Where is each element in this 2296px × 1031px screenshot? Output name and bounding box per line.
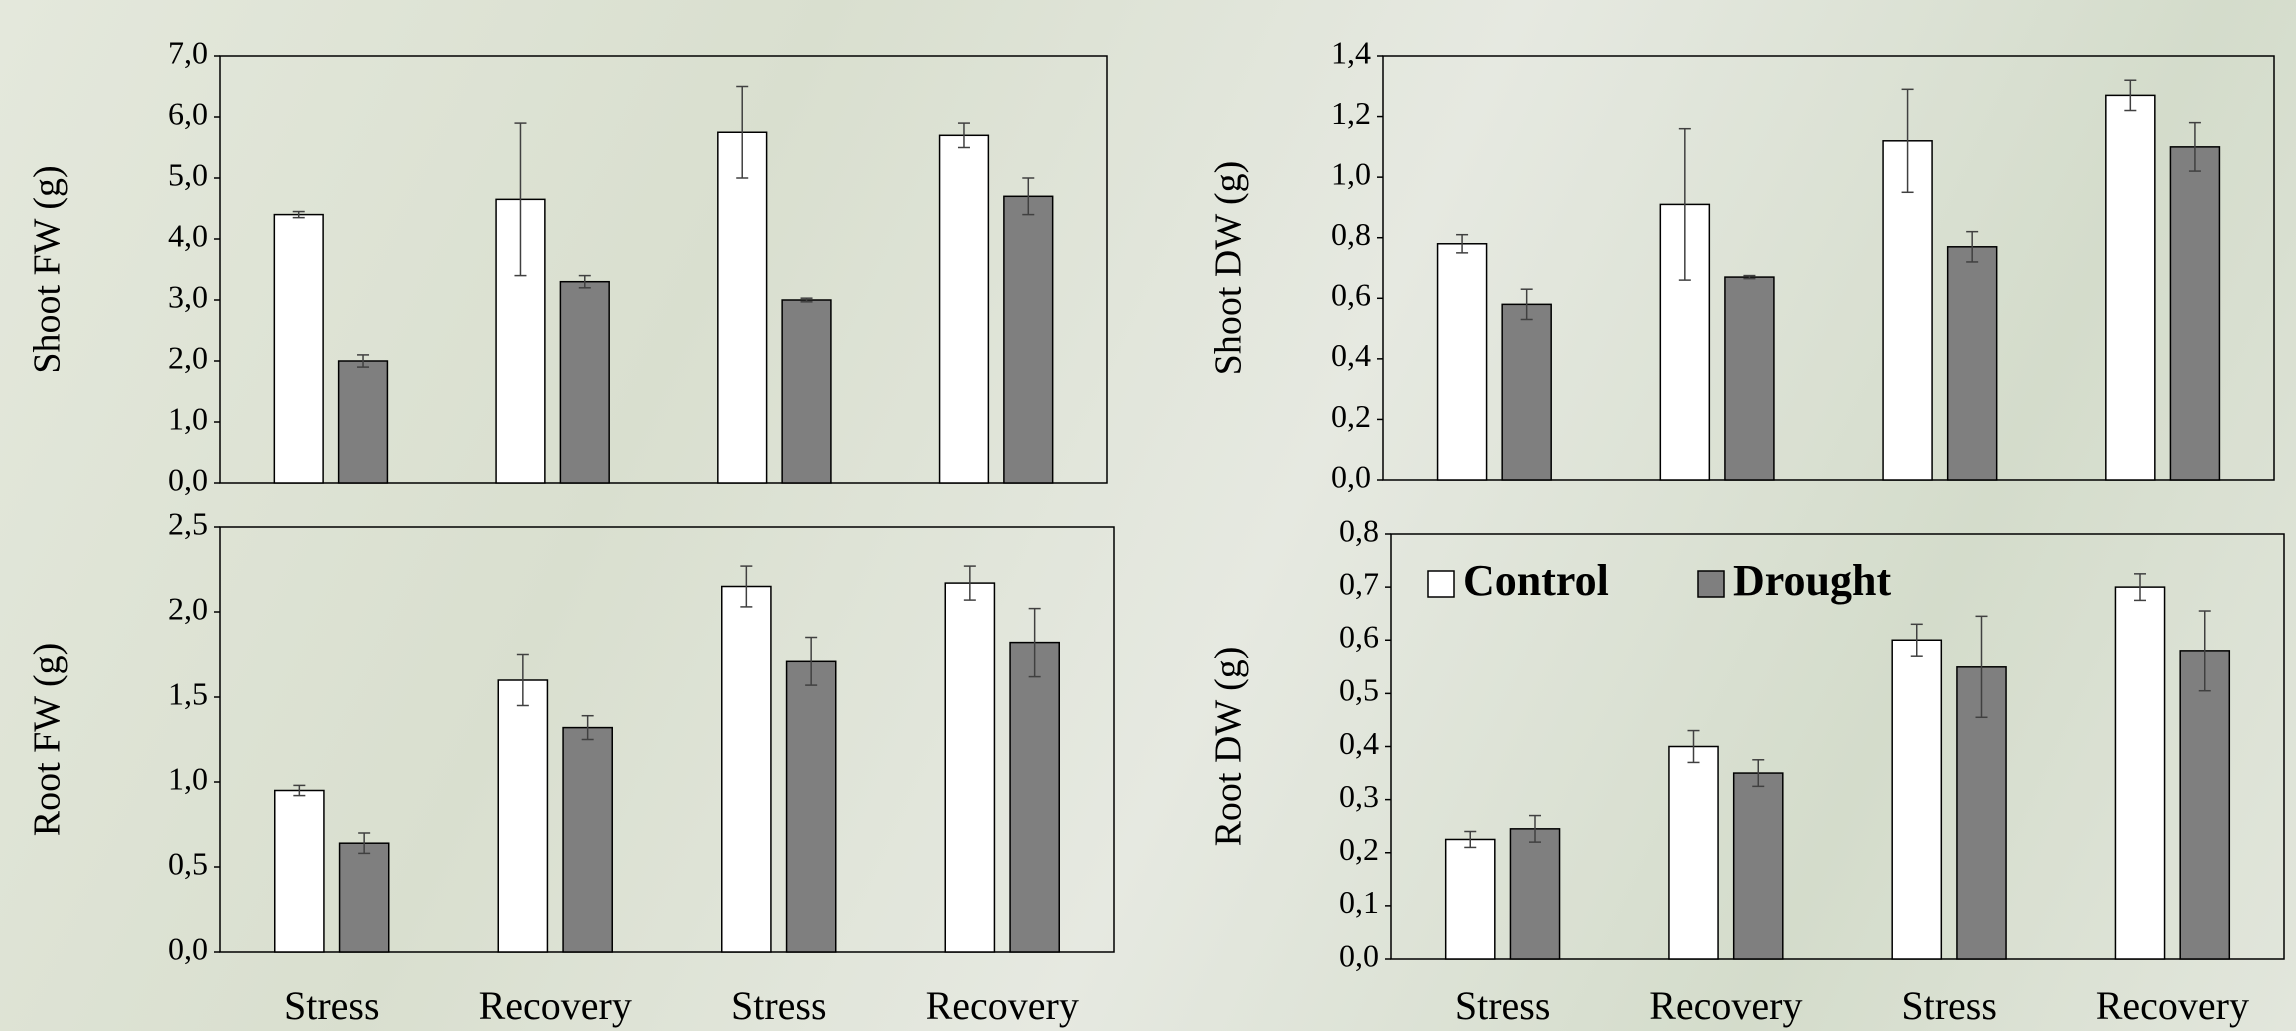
bar [560,282,609,483]
y-tick-label: 1,0 [1331,155,1371,191]
y-tick-label: 0,1 [1339,884,1379,920]
y-tick-label: 7,0 [168,34,208,70]
bar [1948,247,1997,480]
y-tick-label: 0,2 [1331,398,1371,434]
bar [782,300,831,483]
bar [339,361,388,483]
x-tick-label: Stress [284,983,380,1028]
y-tick-label: 1,0 [168,400,208,436]
bar [498,680,547,952]
y-tick-label: 6,0 [168,95,208,131]
bar [2180,651,2229,959]
y-tick-label: 0,0 [1331,458,1371,494]
bar [940,135,989,483]
x-tick-label: Recovery [926,983,1079,1028]
y-tick-label: 5,0 [168,156,208,192]
bar [1510,829,1559,959]
y-tick-label: 0,8 [1339,512,1379,548]
legend-label: Control [1463,556,1609,605]
y-tick-label: 3,0 [168,278,208,314]
y-tick-label: 0,5 [1339,672,1379,708]
x-tick-label: Stress [1901,983,1997,1028]
x-tick-label: Stress [1455,983,1551,1028]
bar [340,843,389,952]
legend-swatch [1428,571,1454,597]
x-tick-label: Recovery [2096,983,2249,1028]
y-tick-label: 0,0 [1339,937,1379,973]
bar [1010,643,1059,952]
y-tick-label: 2,0 [168,339,208,375]
y-tick-label: 0,3 [1339,778,1379,814]
x-tick-label: Recovery [479,983,632,1028]
y-axis-title: Root FW (g) [27,643,69,837]
y-axis-title: Root DW (g) [1208,647,1250,847]
x-tick-label: Recovery [1649,983,1802,1028]
bar [2170,147,2219,480]
y-tick-label: 0,4 [1339,725,1379,761]
bar [1725,277,1774,480]
bar [2115,587,2164,959]
y-tick-label: 0,4 [1331,337,1371,373]
y-tick-label: 1,5 [168,675,208,711]
bar [275,791,324,953]
bar [787,661,836,952]
bar [1004,196,1053,483]
x-tick-label: Stress [731,983,827,1028]
y-tick-label: 0,7 [1339,565,1379,601]
bar [1892,640,1941,959]
bar [1502,304,1551,480]
y-tick-label: 0,6 [1339,619,1379,655]
bar [274,215,323,483]
y-tick-label: 2,0 [168,590,208,626]
bar [722,587,771,953]
y-tick-label: 0,0 [168,461,208,497]
bar [1734,773,1783,959]
legend-swatch [1698,571,1724,597]
y-tick-label: 0,5 [168,845,208,881]
y-tick-label: 0,6 [1331,277,1371,313]
y-tick-label: 0,2 [1339,831,1379,867]
legend-label: Drought [1733,556,1891,605]
bar [2106,95,2155,480]
figure: 0,0 1,0 2,0 3,0 4,0 5,0 6,0 7,0 Shoot FW (g) 0,0 0… [0,0,2296,1031]
y-tick-label: 1,4 [1331,34,1371,70]
bar [718,132,767,483]
bar [563,728,612,952]
bar [945,583,994,952]
bar [1438,244,1487,480]
y-axis-title: Shoot DW (g) [1208,161,1250,376]
y-tick-label: 0,0 [168,930,208,966]
y-axis-title: Shoot FW (g) [27,165,69,373]
y-tick-label: 0,8 [1331,216,1371,252]
y-tick-label: 4,0 [168,217,208,253]
y-tick-label: 1,2 [1331,95,1371,131]
y-tick-label: 2,5 [168,505,208,541]
y-tick-label: 1,0 [168,760,208,796]
bar [1669,747,1718,960]
bar [1446,839,1495,959]
